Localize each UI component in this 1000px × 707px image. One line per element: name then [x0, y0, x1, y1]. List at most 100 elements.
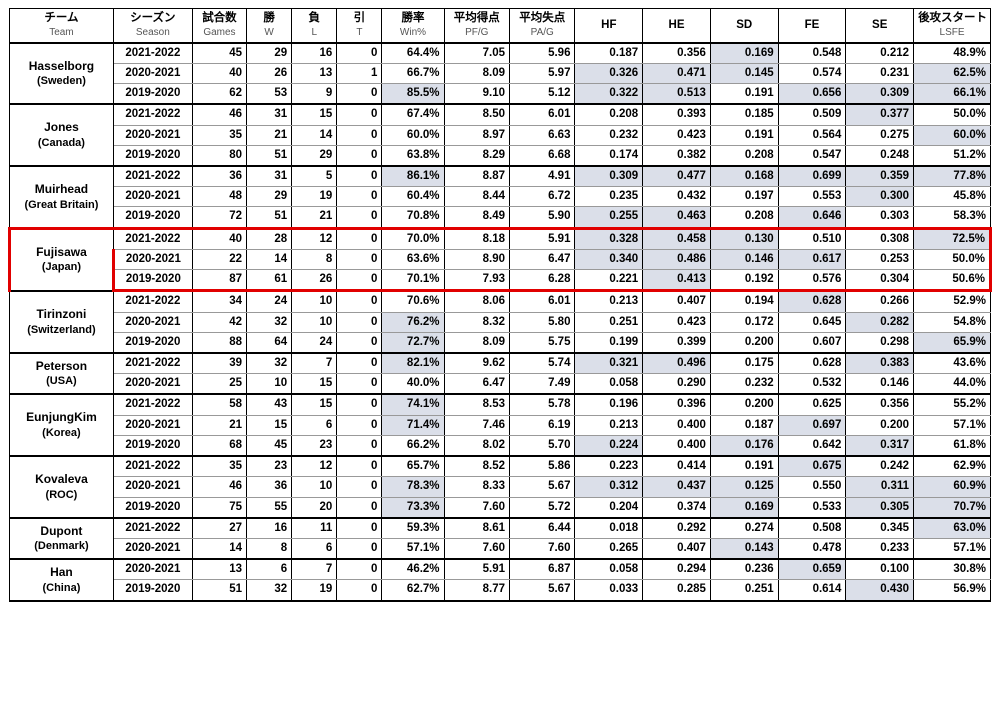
- cell-se: 0.253: [846, 249, 914, 269]
- cell-winpct: 70.8%: [382, 207, 444, 228]
- cell-he: 0.432: [643, 187, 711, 207]
- cell-lsfe: 50.6%: [914, 270, 991, 291]
- cell-lsfe: 57.1%: [914, 415, 991, 435]
- cell-fe: 0.553: [778, 187, 846, 207]
- cell-games: 88: [192, 332, 246, 353]
- cell-lsfe: 66.1%: [914, 84, 991, 105]
- col-header-14: 後攻スタートLSFE: [914, 9, 991, 43]
- season-cell: 2020-2021: [113, 125, 192, 145]
- cell-sd: 0.208: [710, 207, 778, 228]
- col-header-jp: 勝率: [401, 12, 424, 24]
- cell-winpct: 66.7%: [382, 63, 444, 83]
- cell-hf: 0.322: [575, 84, 643, 105]
- cell-winpct: 65.7%: [382, 456, 444, 477]
- cell-w: 15: [247, 415, 292, 435]
- cell-sd: 0.145: [710, 63, 778, 83]
- cell-hf: 0.213: [575, 415, 643, 435]
- cell-pfg: 8.53: [444, 394, 509, 415]
- cell-winpct: 60.0%: [382, 125, 444, 145]
- cell-winpct: 40.0%: [382, 374, 444, 395]
- cell-w: 64: [247, 332, 292, 353]
- table-row: Muirhead(Great Britain)2021-202236315086…: [10, 166, 991, 187]
- cell-sd: 0.168: [710, 166, 778, 187]
- team-cell: Hasselborg(Sweden): [10, 43, 114, 105]
- cell-l: 29: [292, 145, 337, 166]
- season-cell: 2019-2020: [113, 270, 192, 291]
- cell-l: 15: [292, 104, 337, 125]
- cell-lsfe: 45.8%: [914, 187, 991, 207]
- season-cell: 2019-2020: [113, 580, 192, 601]
- col-header-jp: HE: [669, 19, 685, 31]
- cell-winpct: 67.4%: [382, 104, 444, 125]
- cell-winpct: 86.1%: [382, 166, 444, 187]
- cell-lsfe: 70.7%: [914, 497, 991, 518]
- team-cell: EunjungKim(Korea): [10, 394, 114, 456]
- season-cell: 2019-2020: [113, 207, 192, 228]
- cell-games: 14: [192, 538, 246, 559]
- table-row: Dupont(Denmark)2021-2022271611059.3%8.61…: [10, 518, 991, 539]
- cell-pag: 5.67: [510, 477, 575, 497]
- col-header-en: LSFE: [918, 27, 986, 39]
- cell-se: 0.345: [846, 518, 914, 539]
- cell-se: 0.200: [846, 415, 914, 435]
- cell-l: 15: [292, 394, 337, 415]
- cell-winpct: 74.1%: [382, 394, 444, 415]
- cell-games: 22: [192, 249, 246, 269]
- cell-pfg: 5.91: [444, 559, 509, 580]
- cell-pag: 6.68: [510, 145, 575, 166]
- cell-l: 12: [292, 228, 337, 249]
- table-row: 2019-2020805129063.8%8.296.680.1740.3820…: [10, 145, 991, 166]
- cell-pag: 5.75: [510, 332, 575, 353]
- team-country: (Denmark): [12, 539, 111, 553]
- cell-fe: 0.510: [778, 228, 846, 249]
- cell-winpct: 66.2%: [382, 435, 444, 456]
- table-row: Han(China)2020-20211367046.2%5.916.870.0…: [10, 559, 991, 580]
- team-name: Dupont: [40, 524, 82, 538]
- cell-sd: 0.169: [710, 497, 778, 518]
- cell-pfg: 8.09: [444, 63, 509, 83]
- cell-hf: 0.058: [575, 374, 643, 395]
- col-header-jp: FE: [805, 19, 820, 31]
- cell-winpct: 78.3%: [382, 477, 444, 497]
- cell-he: 0.356: [643, 43, 711, 64]
- cell-pfg: 8.97: [444, 125, 509, 145]
- cell-pfg: 8.29: [444, 145, 509, 166]
- cell-sd: 0.194: [710, 291, 778, 312]
- cell-sd: 0.251: [710, 580, 778, 601]
- cell-he: 0.407: [643, 291, 711, 312]
- cell-se: 0.300: [846, 187, 914, 207]
- cell-pag: 5.70: [510, 435, 575, 456]
- cell-se: 0.242: [846, 456, 914, 477]
- cell-hf: 0.213: [575, 291, 643, 312]
- table-row: 2019-2020684523066.2%8.025.700.2240.4000…: [10, 435, 991, 456]
- cell-he: 0.414: [643, 456, 711, 477]
- cell-hf: 0.221: [575, 270, 643, 291]
- cell-fe: 0.625: [778, 394, 846, 415]
- season-cell: 2020-2021: [113, 63, 192, 83]
- col-header-6: 勝率Win%: [382, 9, 444, 43]
- team-country: (Sweden): [12, 74, 111, 88]
- season-cell: 2019-2020: [113, 145, 192, 166]
- cell-sd: 0.197: [710, 187, 778, 207]
- cell-t: 0: [337, 84, 382, 105]
- cell-w: 45: [247, 435, 292, 456]
- team-name: Peterson: [36, 359, 87, 373]
- cell-fe: 0.645: [778, 312, 846, 332]
- cell-he: 0.382: [643, 145, 711, 166]
- cell-t: 0: [337, 497, 382, 518]
- cell-he: 0.477: [643, 166, 711, 187]
- team-cell: Muirhead(Great Britain): [10, 166, 114, 228]
- cell-lsfe: 63.0%: [914, 518, 991, 539]
- cell-winpct: 70.1%: [382, 270, 444, 291]
- cell-hf: 0.018: [575, 518, 643, 539]
- cell-fe: 0.508: [778, 518, 846, 539]
- cell-se: 0.266: [846, 291, 914, 312]
- team-country: (Great Britain): [12, 198, 111, 212]
- cell-games: 62: [192, 84, 246, 105]
- cell-he: 0.407: [643, 538, 711, 559]
- cell-lsfe: 77.8%: [914, 166, 991, 187]
- cell-winpct: 64.4%: [382, 43, 444, 64]
- cell-se: 0.359: [846, 166, 914, 187]
- cell-winpct: 71.4%: [382, 415, 444, 435]
- cell-lsfe: 44.0%: [914, 374, 991, 395]
